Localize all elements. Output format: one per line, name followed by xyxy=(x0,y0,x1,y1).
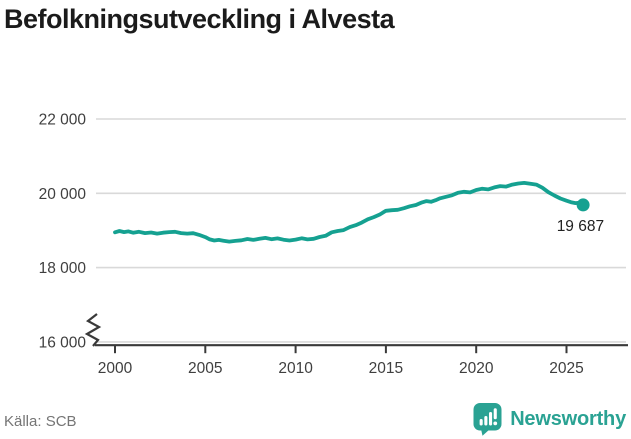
x-tick-label: 2000 xyxy=(98,360,133,377)
newsworthy-logo-text: Newsworthy xyxy=(510,407,626,430)
x-tick-label: 2015 xyxy=(369,360,403,377)
end-point-dot xyxy=(576,198,590,212)
page-title: Befolkningsutveckling i Alvesta xyxy=(4,4,395,34)
y-tick-label: 16 000 xyxy=(39,334,87,351)
y-tick-label: 18 000 xyxy=(39,260,87,277)
axis-break-icon xyxy=(84,313,102,347)
x-tick-label: 2005 xyxy=(188,360,222,377)
x-tick-label: 2020 xyxy=(459,360,494,377)
newsworthy-logo-icon xyxy=(473,403,502,436)
x-tick-label: 2025 xyxy=(549,360,583,377)
end-value-label: 19 687 xyxy=(557,218,604,235)
newsworthy-logo: Newsworthy xyxy=(472,402,626,436)
population-line xyxy=(113,180,585,244)
y-tick-label: 20 000 xyxy=(39,186,87,203)
x-tick-label: 2010 xyxy=(278,360,313,377)
y-tick-label: 22 000 xyxy=(39,112,87,129)
source-label: Källa: SCB xyxy=(4,413,77,430)
